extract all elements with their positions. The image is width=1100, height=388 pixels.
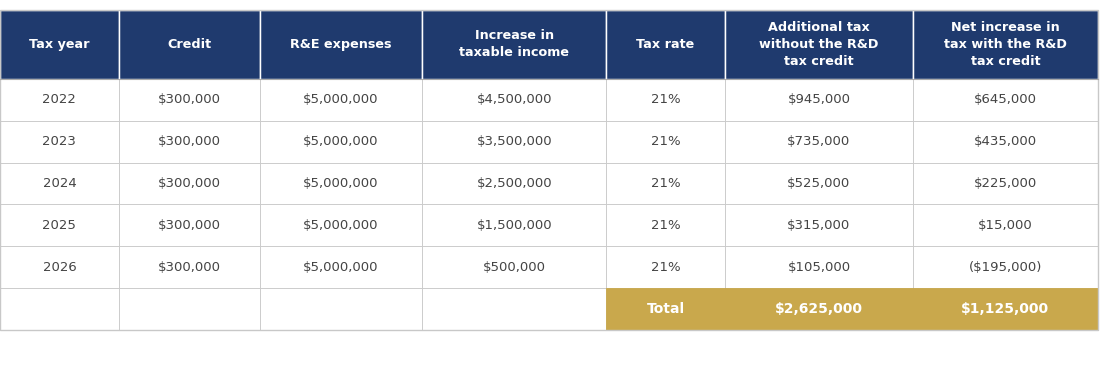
Bar — [725, 10, 913, 79]
Bar — [260, 204, 422, 246]
Text: ($195,000): ($195,000) — [969, 261, 1042, 274]
Text: $3,500,000: $3,500,000 — [476, 135, 552, 148]
Text: $15,000: $15,000 — [978, 219, 1033, 232]
Bar — [913, 204, 1098, 246]
Bar — [913, 10, 1098, 79]
Bar — [422, 204, 606, 246]
Text: $300,000: $300,000 — [157, 219, 221, 232]
Bar — [0, 204, 119, 246]
Text: 21%: 21% — [651, 177, 680, 190]
Bar — [260, 246, 422, 288]
Bar — [606, 204, 725, 246]
Bar — [0, 246, 119, 288]
Bar — [422, 79, 606, 121]
Text: $300,000: $300,000 — [157, 261, 221, 274]
Bar — [725, 121, 913, 163]
Text: $500,000: $500,000 — [483, 261, 546, 274]
Text: $5,000,000: $5,000,000 — [304, 93, 378, 106]
Text: $225,000: $225,000 — [974, 177, 1037, 190]
Bar — [0, 121, 119, 163]
Bar — [260, 79, 422, 121]
Bar — [606, 163, 725, 204]
Bar — [725, 246, 913, 288]
Bar — [422, 163, 606, 204]
Bar — [119, 288, 260, 330]
Text: $105,000: $105,000 — [788, 261, 850, 274]
Text: $1,500,000: $1,500,000 — [476, 219, 552, 232]
Bar — [725, 288, 913, 330]
Text: $5,000,000: $5,000,000 — [304, 135, 378, 148]
Text: 2024: 2024 — [43, 177, 76, 190]
Text: Tax rate: Tax rate — [637, 38, 694, 51]
Bar — [0, 163, 119, 204]
Bar — [725, 163, 913, 204]
Text: 2023: 2023 — [43, 135, 76, 148]
Text: Additional tax
without the R&D
tax credit: Additional tax without the R&D tax credi… — [759, 21, 879, 68]
Text: $4,500,000: $4,500,000 — [476, 93, 552, 106]
Text: $2,500,000: $2,500,000 — [476, 177, 552, 190]
Bar — [119, 79, 260, 121]
Text: $435,000: $435,000 — [974, 135, 1037, 148]
Bar — [606, 246, 725, 288]
Text: $945,000: $945,000 — [788, 93, 850, 106]
Text: $2,625,000: $2,625,000 — [774, 302, 864, 316]
Text: $300,000: $300,000 — [157, 93, 221, 106]
Text: 2026: 2026 — [43, 261, 76, 274]
Bar — [260, 121, 422, 163]
Bar — [260, 288, 422, 330]
Text: Net increase in
tax with the R&D
tax credit: Net increase in tax with the R&D tax cre… — [944, 21, 1067, 68]
Text: $525,000: $525,000 — [788, 177, 850, 190]
Text: Increase in
taxable income: Increase in taxable income — [460, 29, 570, 59]
Text: $300,000: $300,000 — [157, 177, 221, 190]
Bar — [913, 163, 1098, 204]
Bar — [119, 163, 260, 204]
Bar — [422, 246, 606, 288]
Text: $300,000: $300,000 — [157, 135, 221, 148]
Text: 21%: 21% — [651, 135, 680, 148]
Bar — [260, 10, 422, 79]
Bar — [0, 10, 119, 79]
Text: $1,125,000: $1,125,000 — [961, 302, 1049, 316]
Bar — [606, 79, 725, 121]
Text: 21%: 21% — [651, 93, 680, 106]
Text: $645,000: $645,000 — [974, 93, 1037, 106]
Bar — [725, 204, 913, 246]
Bar — [0, 10, 1098, 330]
Bar — [422, 288, 606, 330]
Bar — [913, 121, 1098, 163]
Text: Tax year: Tax year — [29, 38, 90, 51]
Bar — [260, 163, 422, 204]
Bar — [0, 288, 119, 330]
Text: Credit: Credit — [167, 38, 211, 51]
Bar — [119, 121, 260, 163]
Bar — [119, 204, 260, 246]
Text: $735,000: $735,000 — [788, 135, 850, 148]
Text: 21%: 21% — [651, 261, 680, 274]
Text: 2022: 2022 — [43, 93, 76, 106]
Bar — [0, 79, 119, 121]
Bar — [422, 10, 606, 79]
Bar — [606, 288, 725, 330]
Text: $5,000,000: $5,000,000 — [304, 261, 378, 274]
Bar — [119, 246, 260, 288]
Bar — [606, 121, 725, 163]
Text: $315,000: $315,000 — [788, 219, 850, 232]
Bar — [913, 79, 1098, 121]
Bar — [119, 10, 260, 79]
Text: 2025: 2025 — [43, 219, 76, 232]
Bar — [725, 79, 913, 121]
Text: R&E expenses: R&E expenses — [290, 38, 392, 51]
Text: $5,000,000: $5,000,000 — [304, 177, 378, 190]
Bar — [606, 10, 725, 79]
Text: Total: Total — [647, 302, 684, 316]
Text: $5,000,000: $5,000,000 — [304, 219, 378, 232]
Bar — [913, 288, 1098, 330]
Text: 21%: 21% — [651, 219, 680, 232]
Bar — [913, 246, 1098, 288]
Bar — [422, 121, 606, 163]
